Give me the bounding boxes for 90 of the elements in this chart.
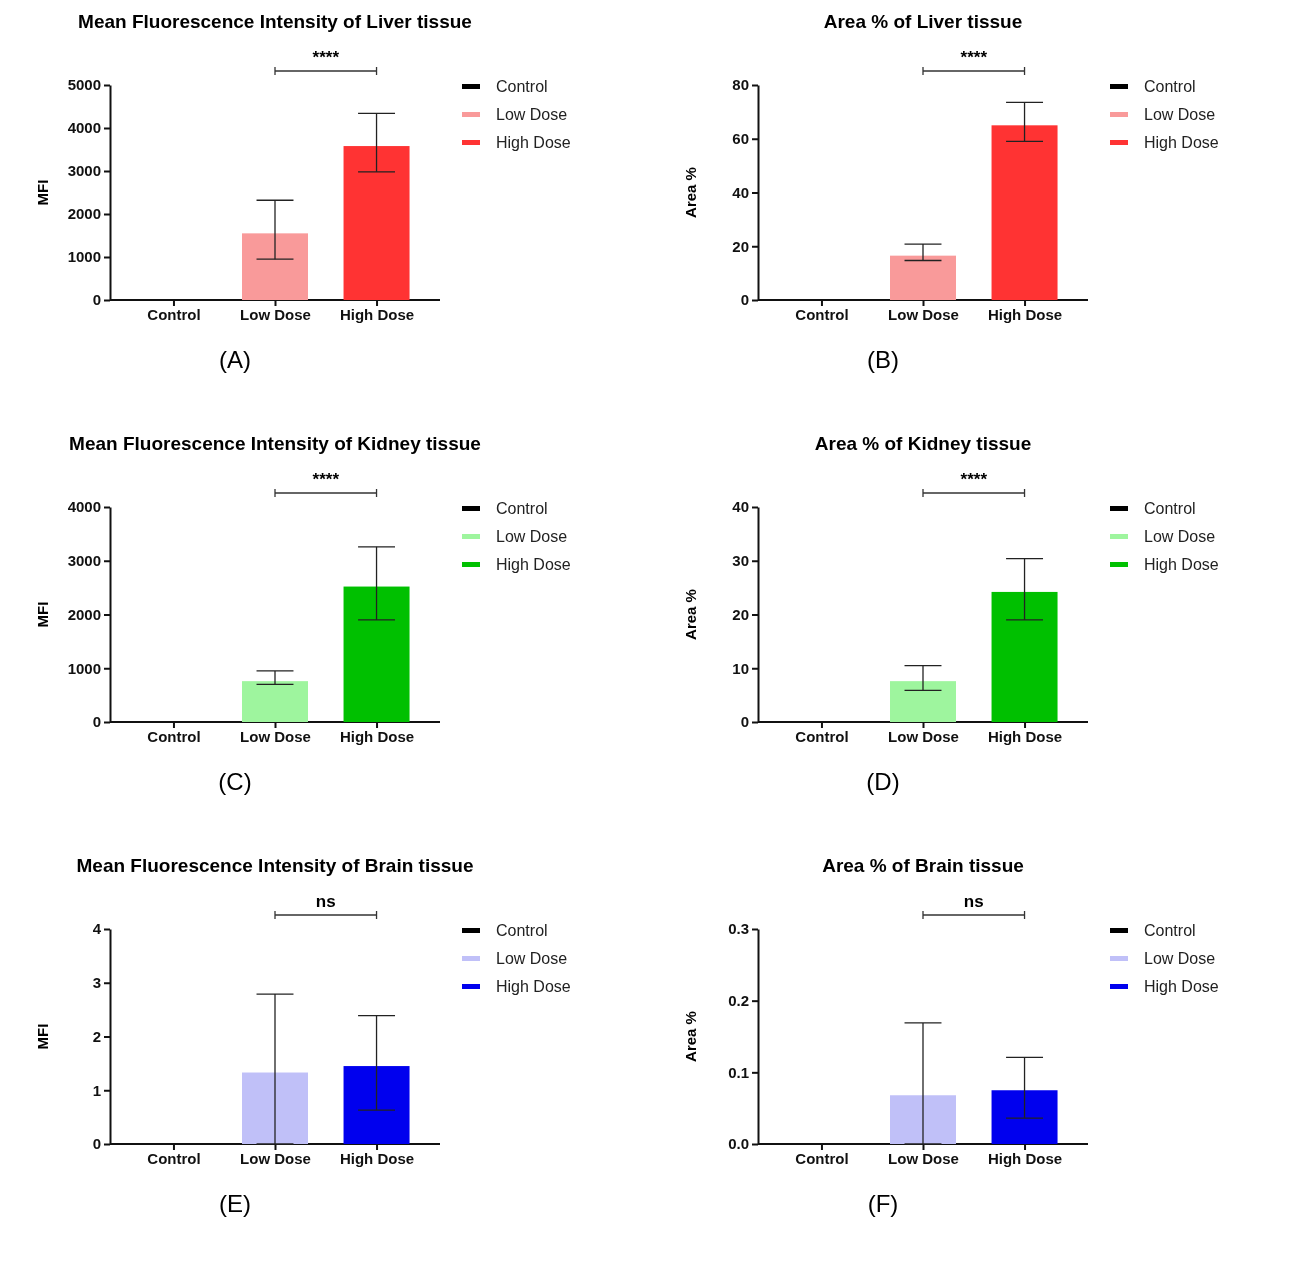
legend-label: Control (496, 500, 548, 517)
y-tick-label: 3000 (67, 162, 101, 180)
legend-label: High Dose (496, 978, 571, 995)
y-tick-label: 30 (732, 552, 749, 570)
text: (E) (219, 1190, 251, 1217)
y-axis-title: Area % (682, 167, 699, 218)
x-tick-label: Low Dose (888, 305, 959, 323)
y-axis-title: MFI (34, 601, 51, 628)
text: **** (960, 48, 988, 67)
y-tick-label: 1000 (67, 248, 101, 266)
legend-label: High Dose (1144, 556, 1219, 573)
y-tick-label: 4000 (67, 119, 101, 137)
legend-label: Control (1144, 78, 1196, 95)
x-tick-label: Control (795, 1149, 849, 1167)
chart-title: Area % of Brain tissue (822, 855, 1024, 876)
y-tick-label: 4000 (67, 498, 101, 516)
x-tick-label: High Dose (339, 727, 415, 745)
y-tick-label: 10 (732, 659, 749, 677)
legend-label: Low Dose (496, 528, 568, 545)
legend-label: Low Dose (1144, 528, 1216, 545)
y-tick-label: 2000 (67, 205, 101, 223)
y-axis-title: MFI (34, 179, 51, 206)
y-tick-label: 0 (92, 1135, 101, 1153)
y-tick-label: 80 (732, 76, 749, 94)
x-tick-label: Control (795, 305, 849, 323)
y-tick-label: 1 (92, 1081, 101, 1099)
legend-label: Control (496, 922, 548, 939)
y-axis-title: Area % (682, 1011, 699, 1062)
y-tick-label: 1000 (67, 659, 101, 677)
chart-title: Mean Fluorescence Intensity of Liver tissue (78, 11, 472, 32)
x-tick-label: Control (147, 727, 201, 745)
y-tick-label: 0 (92, 291, 101, 309)
text: (B) (867, 346, 899, 373)
y-tick-label: 0.2 (728, 991, 749, 1009)
y-tick-label: 4 (92, 920, 102, 938)
y-tick-label: 0 (740, 713, 749, 731)
y-tick-label: 20 (732, 605, 749, 623)
x-tick-label: High Dose (339, 305, 415, 323)
legend-label: High Dose (1144, 978, 1219, 995)
x-tick-label: High Dose (987, 1149, 1063, 1167)
y-tick-label: 60 (732, 130, 749, 148)
legend-label: High Dose (496, 134, 571, 151)
text: **** (312, 48, 340, 67)
y-tick-label: 0 (740, 291, 749, 309)
text: ns (963, 892, 984, 911)
x-tick-label: Low Dose (888, 1149, 959, 1167)
x-tick-label: Low Dose (240, 727, 311, 745)
legend-label: Low Dose (1144, 950, 1216, 967)
text: (C) (218, 768, 252, 795)
legend-label: High Dose (496, 556, 571, 573)
x-tick-label: High Dose (339, 1149, 415, 1167)
x-tick-label: Low Dose (240, 1149, 311, 1167)
legend-label: Control (496, 78, 548, 95)
y-tick-label: 40 (732, 498, 749, 516)
chart-title: Mean Fluorescence Intensity of Kidney tissue (69, 433, 481, 454)
x-tick-label: Control (795, 727, 849, 745)
chart-title: Mean Fluorescence Intensity of Brain tissue (76, 855, 474, 876)
x-tick-label: High Dose (987, 727, 1063, 745)
text: ns (315, 892, 336, 911)
text: (D) (866, 768, 900, 795)
legend-label: Control (1144, 922, 1196, 939)
y-tick-label: 5000 (67, 76, 101, 94)
y-tick-label: 0 (92, 713, 101, 731)
y-tick-label: 40 (732, 183, 749, 201)
text: (A) (219, 346, 251, 373)
y-axis-title: Area % (682, 589, 699, 640)
y-tick-label: 2 (92, 1027, 101, 1045)
x-tick-label: High Dose (987, 305, 1063, 323)
y-tick-label: 0.1 (728, 1063, 749, 1081)
chart-title: Area % of Liver tissue (823, 11, 1023, 32)
legend-label: High Dose (1144, 134, 1219, 151)
text: **** (312, 470, 340, 489)
y-tick-label: 3000 (67, 552, 101, 570)
text: **** (960, 470, 988, 489)
y-tick-label: 20 (732, 237, 749, 255)
x-tick-label: Control (147, 305, 201, 323)
y-tick-label: 0.3 (728, 920, 749, 938)
y-tick-label: 0.0 (728, 1135, 749, 1153)
y-tick-label: 2000 (67, 605, 101, 623)
y-axis-title: MFI (34, 1023, 51, 1050)
text: (F) (867, 1190, 899, 1217)
x-tick-label: Low Dose (888, 727, 959, 745)
legend-label: Low Dose (496, 106, 568, 123)
x-tick-label: Low Dose (240, 305, 311, 323)
chart-title: Area % of Kidney tissue (814, 433, 1032, 454)
legend-label: Low Dose (496, 950, 568, 967)
x-tick-label: Control (147, 1149, 201, 1167)
legend-label: Low Dose (1144, 106, 1216, 123)
legend-label: Control (1144, 500, 1196, 517)
y-tick-label: 3 (92, 974, 101, 992)
